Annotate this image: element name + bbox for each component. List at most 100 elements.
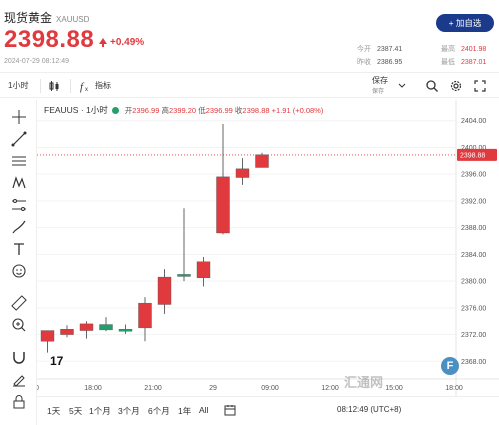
range-3m[interactable]: 3个月 bbox=[118, 406, 140, 416]
legend-symbol: FEAUUS · 1小时 bbox=[44, 105, 108, 115]
chevron-down-icon[interactable] bbox=[398, 83, 406, 89]
legend-close-label: 收 bbox=[234, 106, 243, 115]
up-arrow-icon bbox=[99, 38, 107, 44]
time-axis: 0 18:00 21:00 29 09:00 12:00 15:00 18:00 bbox=[37, 378, 499, 392]
time-tick-label: 12:00 bbox=[321, 385, 339, 392]
magnet-icon[interactable] bbox=[10, 348, 28, 366]
tradingview-logo: 17 bbox=[50, 354, 64, 366]
time-tick-label: 18:00 bbox=[445, 385, 463, 392]
time-tick-label: 09:00 bbox=[261, 385, 279, 392]
candle-body bbox=[177, 274, 191, 277]
range-1m[interactable]: 1个月 bbox=[89, 406, 111, 416]
crosshair-icon[interactable] bbox=[10, 108, 28, 126]
svg-text:x: x bbox=[85, 87, 88, 93]
lock-icon[interactable] bbox=[10, 393, 28, 411]
candle-body bbox=[255, 154, 269, 168]
zoom-in-icon[interactable] bbox=[10, 316, 28, 334]
tradingview-logo-text: 17 bbox=[50, 354, 64, 366]
instrument-name: 现货黄金 bbox=[4, 11, 53, 25]
svg-text:f: f bbox=[80, 81, 85, 93]
price-tick-label: 2400.00 bbox=[461, 145, 486, 152]
candle-type-icon[interactable] bbox=[47, 79, 61, 93]
stat-prev-value: 2386.95 bbox=[377, 59, 403, 66]
legend-high-value: 2399.20 bbox=[168, 106, 197, 115]
text-tool-icon[interactable] bbox=[10, 240, 28, 258]
add-watchlist-button[interactable]: + 加自选 bbox=[436, 14, 494, 32]
legend-low-label: 低 bbox=[198, 106, 206, 115]
time-tick-label: 21:00 bbox=[144, 385, 162, 392]
quote-timestamp: 2024-07-29 08:12:49 bbox=[4, 58, 69, 65]
range-bar: 1天 5天 1个月 3个月 6个月 1年 All 08:12:49 (UTC+8… bbox=[37, 396, 499, 425]
stat-low-label: 最低 bbox=[441, 59, 455, 66]
legend-open-value: 2396.99 bbox=[132, 106, 160, 115]
stat-high-value: 2401.98 bbox=[461, 46, 487, 53]
last-price-tag-label: 2398.88 bbox=[460, 152, 485, 159]
price-tick-label: 2384.00 bbox=[461, 252, 486, 259]
legend-close-value: 2398.88 bbox=[242, 106, 270, 115]
candle-body bbox=[216, 176, 230, 234]
save-button[interactable]: 保存 保存 bbox=[372, 76, 388, 102]
fullscreen-icon[interactable] bbox=[473, 79, 487, 93]
legend-open-label: 开 bbox=[124, 106, 133, 115]
last-price: 2398.88 bbox=[4, 26, 95, 53]
float-badge[interactable]: F bbox=[441, 357, 459, 375]
interval-selector[interactable]: 1小时 bbox=[8, 81, 29, 90]
range-1y[interactable]: 1年 bbox=[178, 406, 192, 416]
search-icon[interactable] bbox=[425, 79, 439, 93]
emoji-icon[interactable] bbox=[10, 262, 28, 280]
candle-body bbox=[157, 276, 172, 305]
stat-open-label: 今开 bbox=[357, 46, 371, 53]
toolbar-divider bbox=[40, 79, 41, 93]
candle-body bbox=[196, 261, 211, 278]
candle-body bbox=[79, 323, 94, 331]
price-tick-label: 2392.00 bbox=[461, 198, 486, 205]
stat-prev-label: 昨收 bbox=[357, 59, 371, 66]
time-tick-label: 29 bbox=[209, 385, 217, 392]
watermark-logo: 汇通网 bbox=[344, 375, 384, 390]
range-6m[interactable]: 6个月 bbox=[148, 406, 170, 416]
chart-toolbar: 1小时 f x 指标 保存 保存 bbox=[0, 72, 499, 98]
price-tick-label: 2396.00 bbox=[461, 172, 486, 179]
range-1d[interactable]: 1天 bbox=[47, 406, 61, 416]
stat-prev: 昨收 2386.95 bbox=[357, 57, 402, 67]
price-change: +0.49% bbox=[99, 37, 144, 48]
instrument-title: 现货黄金 XAUUSD bbox=[4, 9, 89, 26]
lock-drawings-icon[interactable] bbox=[10, 370, 28, 388]
last-price-tag bbox=[457, 148, 497, 161]
function-icon[interactable]: f x bbox=[78, 79, 92, 93]
price-tick-label: 2376.00 bbox=[461, 305, 486, 312]
clock-readout[interactable]: 08:12:49 (UTC+8) bbox=[337, 405, 402, 414]
candle-body bbox=[40, 330, 55, 342]
price-tick-label: 2404.00 bbox=[461, 118, 486, 125]
price-chart[interactable]: 2404.00 2400.00 2396.00 2392.00 2388.00 2384.… bbox=[37, 100, 499, 396]
gear-icon[interactable] bbox=[449, 79, 463, 93]
legend-low-value: 2396.99 bbox=[205, 106, 233, 115]
legend-change: +1.91 (+0.08%) bbox=[271, 106, 324, 115]
price-tick-label: 2368.00 bbox=[461, 359, 486, 366]
candle-body bbox=[60, 329, 74, 335]
stat-open: 今开 2387.41 bbox=[357, 44, 402, 54]
horizontal-lines-icon[interactable] bbox=[10, 152, 28, 170]
range-5d[interactable]: 5天 bbox=[69, 406, 83, 416]
drawing-toolbar bbox=[0, 100, 37, 425]
range-all[interactable]: All bbox=[199, 405, 209, 415]
ruler-icon[interactable] bbox=[10, 294, 28, 312]
chart-legend: FEAUUS · 1小时 开2396.99 高2399.20 低2396.99 收… bbox=[44, 104, 323, 116]
market-status-dot bbox=[111, 107, 119, 114]
save-sublabel: 保存 bbox=[372, 89, 385, 95]
price-axis: 2404.00 2400.00 2396.00 2392.00 2388.00 2384.… bbox=[455, 100, 497, 396]
price-tick-label: 2388.00 bbox=[461, 225, 486, 232]
fib-icon[interactable] bbox=[10, 196, 28, 214]
price-tick-label: 2380.00 bbox=[461, 279, 486, 286]
time-tick-label: 0 bbox=[37, 385, 39, 392]
pattern-icon[interactable] bbox=[10, 174, 28, 192]
brush-icon[interactable] bbox=[10, 218, 28, 236]
legend-high-label: 高 bbox=[161, 106, 169, 115]
time-tick-label: 18:00 bbox=[84, 385, 102, 392]
calendar-icon[interactable] bbox=[224, 404, 236, 416]
trend-line-icon[interactable] bbox=[10, 130, 28, 148]
candles bbox=[40, 124, 269, 353]
indicators-button[interactable]: 指标 bbox=[95, 81, 111, 90]
time-tick-label: 15:00 bbox=[385, 385, 403, 392]
stat-high: 最高 2401.98 bbox=[441, 44, 486, 54]
